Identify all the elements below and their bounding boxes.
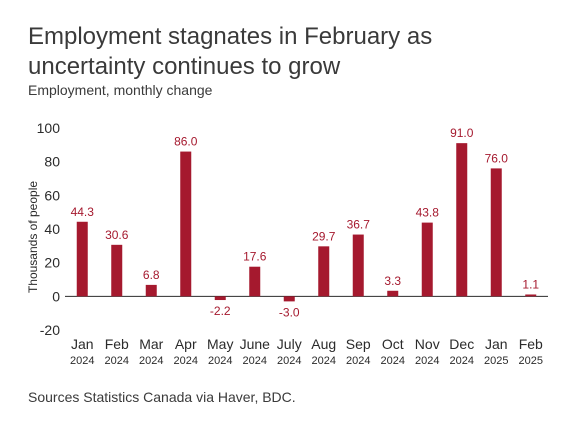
bar [111,244,123,297]
chart-subtitle: Employment, monthly change [28,82,213,98]
x-tick-year: 2024 [450,355,474,367]
y-axis-title: Thousands of people [26,181,40,293]
x-tick-month: Oct [382,336,404,352]
x-tick-year: 2024 [381,355,405,367]
x-tick-year: 2024 [105,355,129,367]
x-tick-month: Dec [449,336,474,352]
bar [76,221,88,297]
data-label: 43.8 [416,206,440,220]
data-label: 3.3 [384,274,401,288]
bar [318,246,330,297]
y-tick-label: 20 [44,255,60,271]
x-tick-year: 2024 [208,355,232,367]
x-tick-month: Aug [311,336,336,352]
bar [249,266,261,297]
x-tick-year: 2024 [243,355,267,367]
x-tick-month: Nov [415,336,440,352]
bar [525,294,537,297]
x-tick-year: 2024 [312,355,336,367]
data-labels: 44.3 30.6 6.8 86.0 -2.2 17.6 -3.0 29.7 36.7 3.3 43… [71,126,540,319]
x-tick-year: 2024 [139,355,163,367]
bar [456,143,468,297]
x-tick-year: 2024 [277,355,301,367]
y-tick-label: 100 [37,120,61,136]
y-tick-label: 40 [44,221,60,237]
data-label: 17.6 [243,250,267,264]
source-note: Sources Statistics Canada via Haver, BDC… [28,389,296,405]
bar [352,234,364,297]
x-tick-year: 2024 [346,355,370,367]
data-label: 76.0 [485,151,509,165]
y-tick-label: 60 [44,187,60,203]
x-tick-month: July [277,336,302,352]
x-tick-month: Mar [139,336,163,352]
bar [490,168,502,297]
bar [180,151,192,297]
y-tick-label: -20 [40,322,60,338]
bar [421,222,433,297]
bar [214,296,226,301]
x-tick-year: 2025 [484,355,508,367]
bar [283,296,295,302]
x-tick-month: Apr [175,336,197,352]
x-tick-year: 2024 [174,355,198,367]
data-label: 44.3 [71,205,95,219]
data-label: 1.1 [522,277,539,291]
data-label: 36.7 [347,218,371,232]
y-tick-label: 0 [52,288,60,304]
x-tick-month: Jan [71,336,94,352]
x-tick-year: 2024 [415,355,439,367]
x-tick-month: Sep [346,336,371,352]
bars [76,143,537,302]
bar [387,290,399,297]
x-tick-month: Feb [105,336,129,352]
x-tick-month: June [240,336,271,352]
x-tick-year: 2024 [70,355,94,367]
x-tick-month: Jan [485,336,508,352]
bar [145,284,157,297]
x-tick-labels: Jan 2024 Feb 2024 Mar 2024 Apr 2024 May 2024 June 2… [70,336,543,367]
data-label: 91.0 [450,126,474,140]
x-tick-year: 2025 [519,355,543,367]
x-tick-month: May [207,336,233,352]
y-axis-title-group: Thousands of people [26,181,40,293]
data-label: -2.2 [210,304,231,318]
data-label: 86.0 [174,135,198,149]
x-tick-month: Feb [519,336,543,352]
data-label: 6.8 [143,268,160,282]
data-label: -3.0 [279,305,300,319]
data-label: 30.6 [105,228,129,242]
chart-title: Employment stagnates in February as unce… [28,23,433,80]
y-tick-label: 80 [44,154,60,170]
y-tick-labels: -20 0 20 40 60 80 100 [37,120,61,338]
data-label: 29.7 [312,229,336,243]
